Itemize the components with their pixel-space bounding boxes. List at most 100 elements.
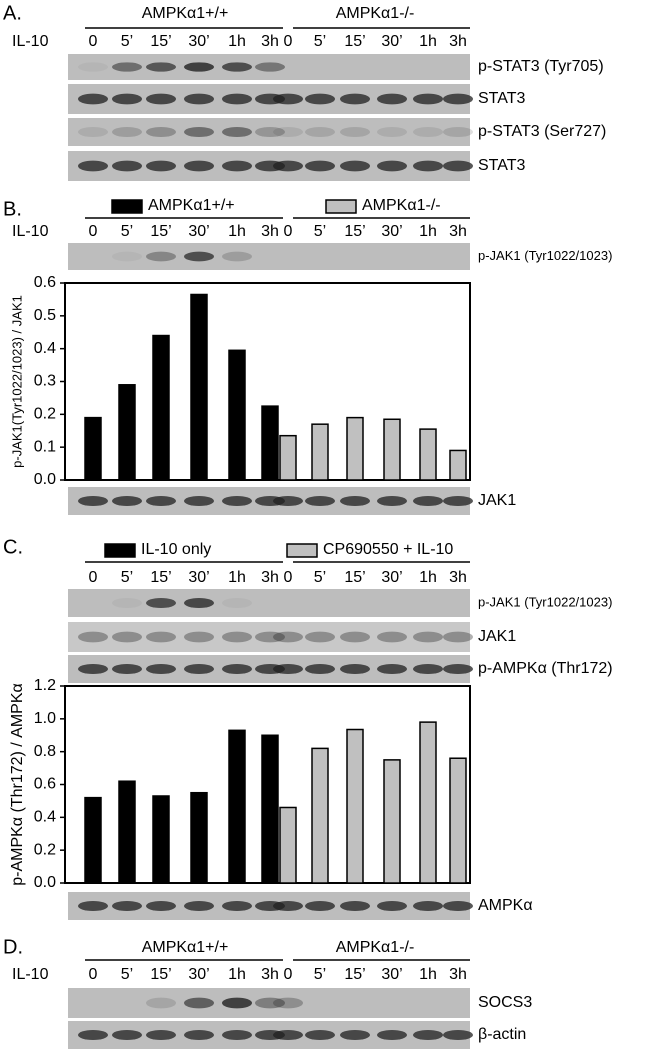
timepoint: 5’: [121, 966, 133, 983]
timepoint: 5’: [314, 33, 326, 50]
band: [305, 126, 335, 138]
timepoint: 15’: [150, 966, 171, 983]
band: [184, 631, 214, 643]
band: [413, 160, 443, 172]
band: [255, 631, 285, 643]
band: [443, 631, 473, 643]
band: [443, 900, 473, 912]
bar: [383, 759, 401, 884]
bar: [118, 780, 136, 884]
band: [146, 597, 176, 609]
band: [413, 663, 443, 675]
band: [340, 160, 370, 172]
blot: [68, 243, 470, 270]
band: [377, 160, 407, 172]
band: [377, 495, 407, 507]
blot-label: AMPKα: [478, 897, 533, 914]
band: [146, 160, 176, 172]
band: [273, 900, 303, 912]
band: [184, 997, 214, 1009]
timepoint: 1h: [419, 33, 437, 50]
band: [184, 900, 214, 912]
band: [377, 631, 407, 643]
band: [377, 663, 407, 675]
band: [273, 1029, 303, 1041]
row-label: IL-10: [12, 966, 49, 983]
timepoint: 1h: [228, 33, 246, 50]
timepoint: 5’: [314, 569, 326, 586]
timepoint: 15’: [344, 966, 365, 983]
y-tick-label: 0.1: [34, 438, 56, 455]
bar: [279, 806, 297, 884]
legend-label: IL-10 only: [141, 541, 211, 558]
band: [222, 126, 252, 138]
blot-label: p-AMPKα (Thr172): [478, 660, 613, 677]
timepoint: 30’: [188, 33, 209, 50]
band: [184, 93, 214, 105]
band: [255, 126, 285, 138]
timepoint: 0: [284, 33, 293, 50]
bar: [190, 791, 208, 884]
timepoint: 30’: [381, 966, 402, 983]
blot-label: p-STAT3 (Ser727): [478, 123, 606, 140]
timepoint: 15’: [150, 33, 171, 50]
group-label: AMPKα1+/+: [142, 939, 229, 956]
band: [222, 160, 252, 172]
band: [273, 663, 303, 675]
band: [340, 93, 370, 105]
band: [78, 126, 108, 138]
panel-letter: D.: [3, 936, 23, 958]
band: [78, 631, 108, 643]
legend-label: CP690550 + IL-10: [323, 541, 453, 558]
band: [78, 62, 108, 72]
bar: [419, 428, 437, 481]
band: [273, 93, 303, 105]
timepoint: 5’: [121, 223, 133, 240]
timepoint: 5’: [314, 223, 326, 240]
band: [273, 495, 303, 507]
band: [184, 62, 214, 72]
band: [413, 900, 443, 912]
band: [377, 1029, 407, 1041]
timepoint: 1h: [419, 569, 437, 586]
band: [78, 93, 108, 105]
bar: [261, 405, 279, 481]
bar: [152, 795, 170, 884]
timepoint: 1h: [419, 966, 437, 983]
bar: [118, 384, 136, 481]
band: [340, 126, 370, 138]
bar: [190, 293, 208, 481]
timepoint: 0: [89, 569, 98, 586]
band: [377, 126, 407, 138]
blot-label: p-JAK1 (Tyr1022/1023): [478, 248, 612, 263]
legend-label: AMPKα1-/-: [362, 197, 441, 214]
bar: [419, 721, 437, 884]
band: [305, 160, 335, 172]
bar: [311, 423, 329, 481]
blot-label: JAK1: [478, 628, 516, 645]
band: [413, 1029, 443, 1041]
band: [340, 631, 370, 643]
band: [443, 495, 473, 507]
timepoint: 0: [284, 966, 293, 983]
band: [413, 631, 443, 643]
band: [222, 997, 252, 1009]
band: [112, 126, 142, 138]
band: [146, 663, 176, 675]
band: [112, 663, 142, 675]
band: [273, 997, 303, 1009]
band: [443, 663, 473, 675]
band: [184, 126, 214, 138]
blot-label: SOCS3: [478, 994, 532, 1011]
timepoint: 3h: [449, 966, 467, 983]
band: [146, 1029, 176, 1041]
blot: [68, 589, 470, 617]
y-tick-label: 0.3: [34, 373, 56, 390]
legend-label: AMPKα1+/+: [148, 197, 235, 214]
timepoint: 30’: [188, 966, 209, 983]
group-label: AMPKα1-/-: [336, 939, 415, 956]
y-tick-label: 0.2: [34, 841, 56, 858]
band: [340, 1029, 370, 1041]
